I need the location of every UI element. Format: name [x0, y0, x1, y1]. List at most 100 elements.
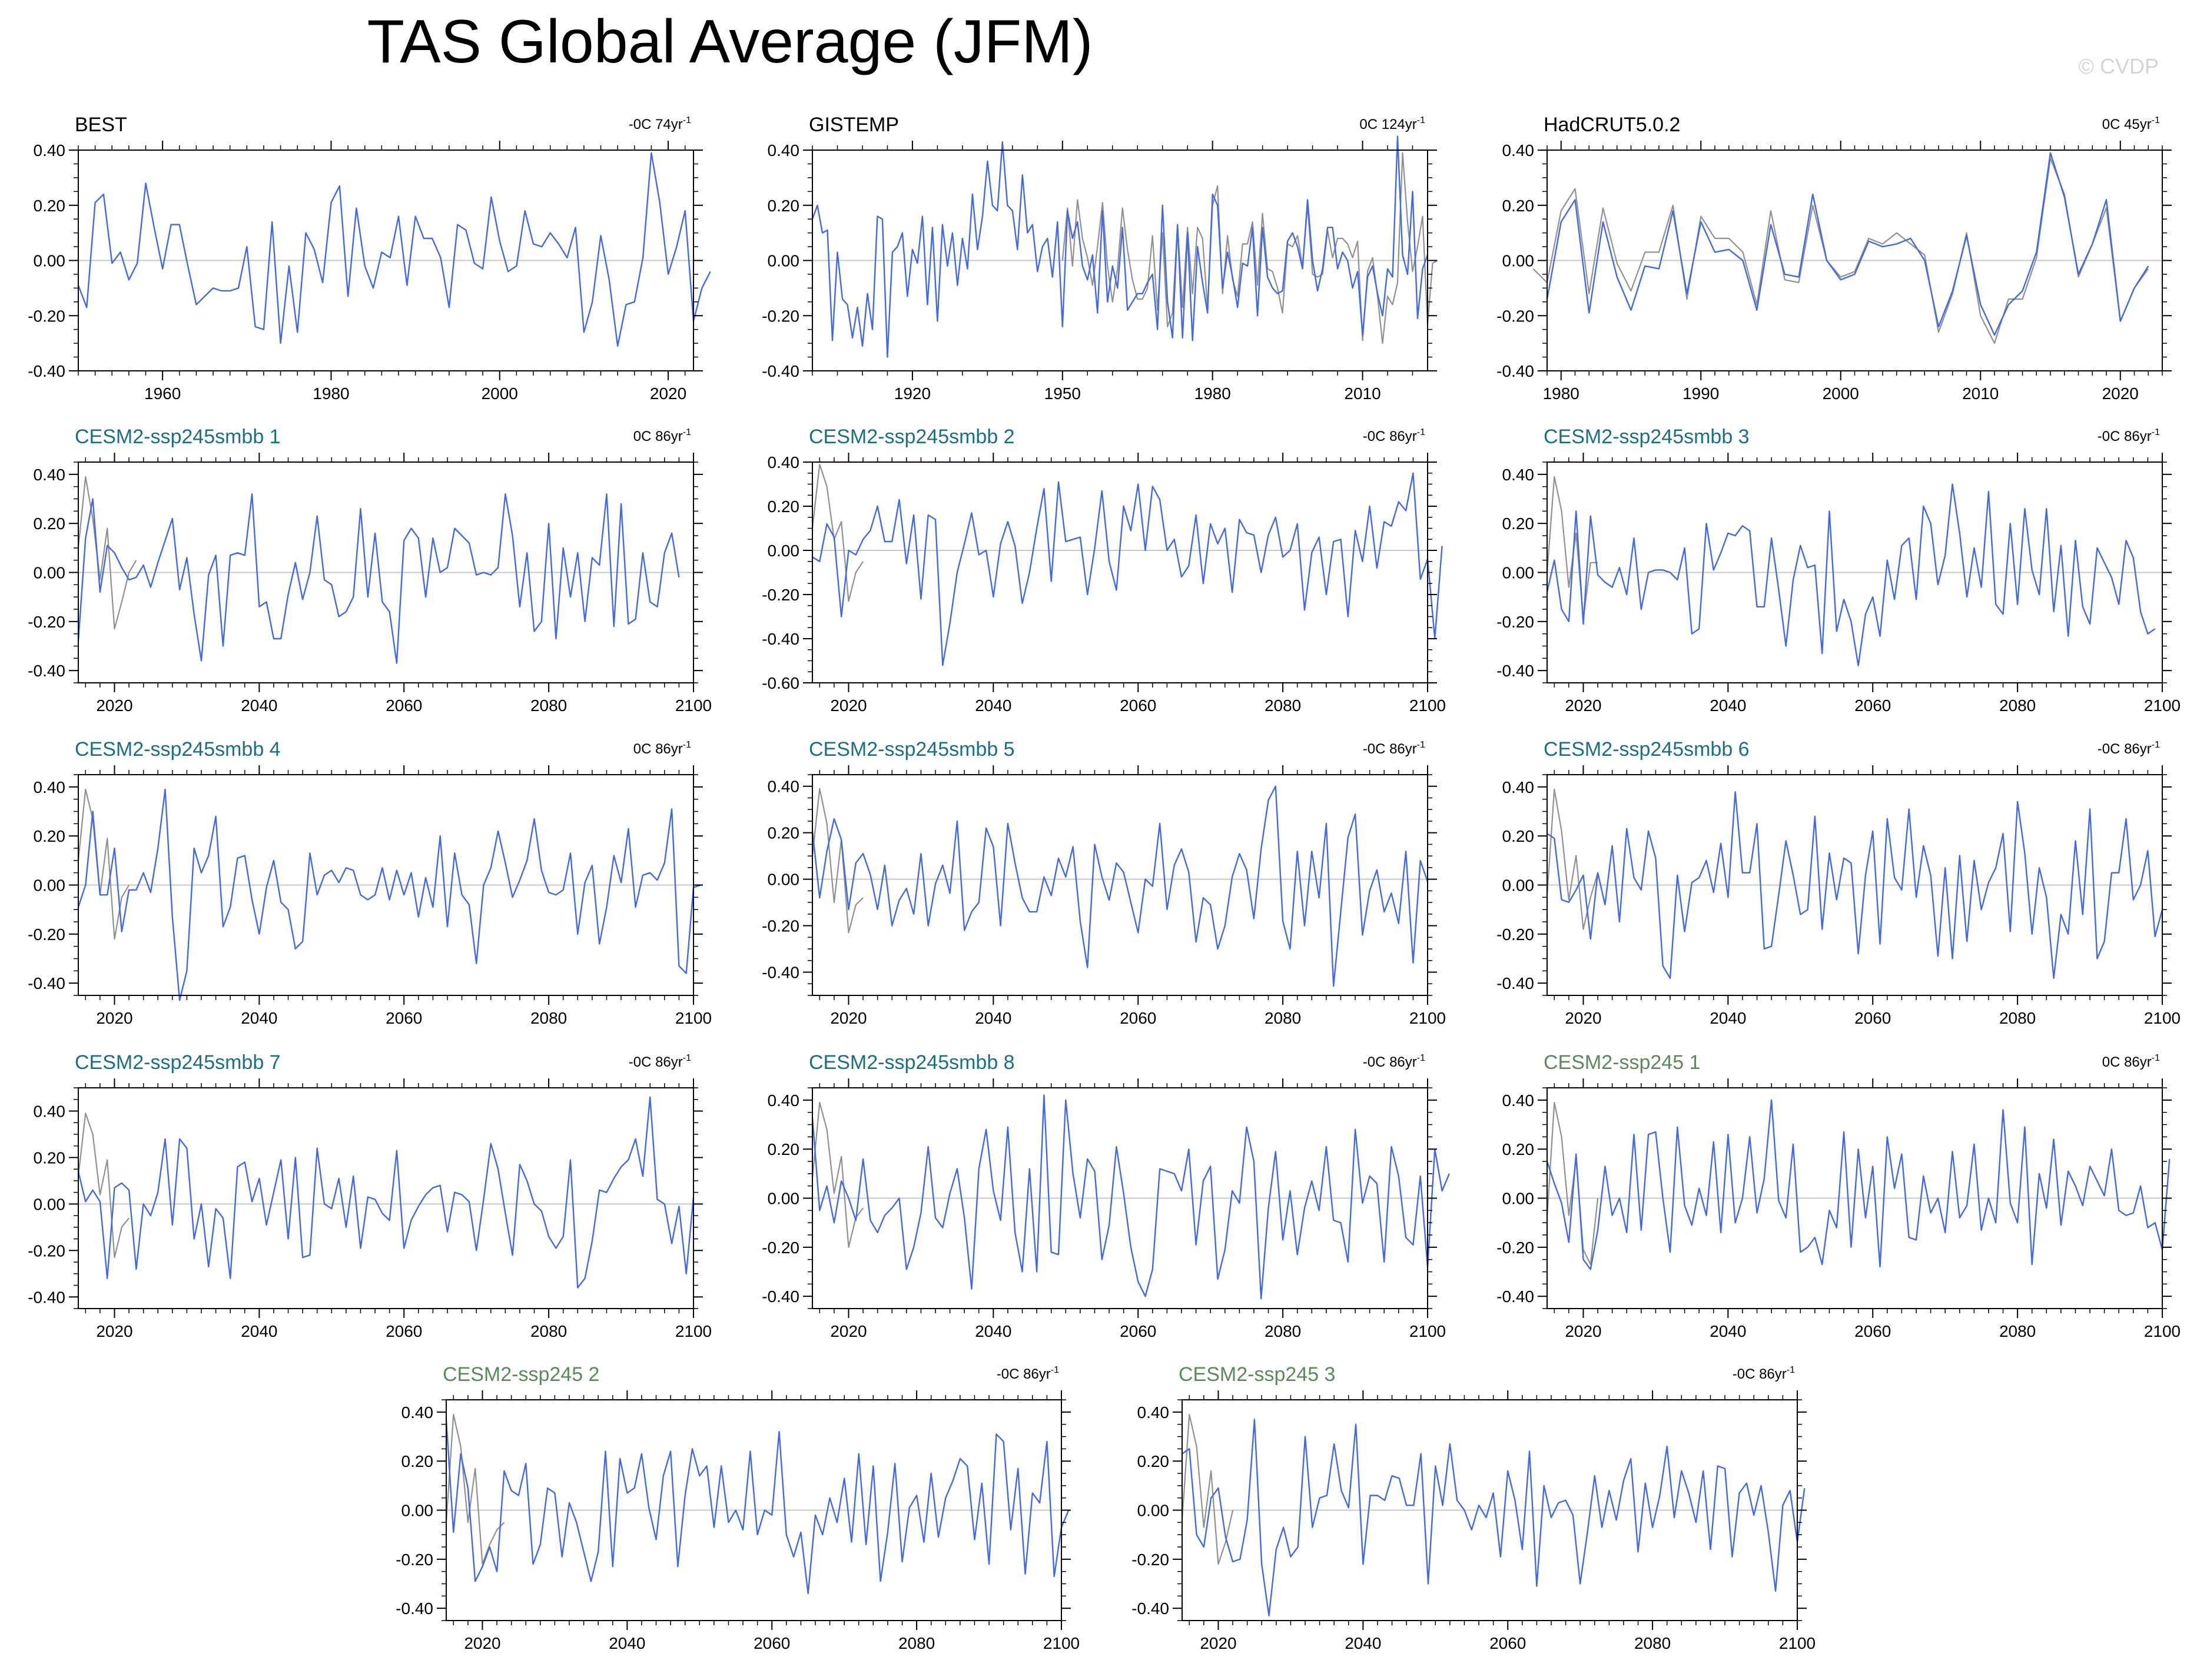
- y-tick-label: 0.40: [1137, 1403, 1170, 1422]
- y-tick-label: 0.20: [1502, 1140, 1535, 1158]
- panel-title: BEST: [75, 114, 127, 136]
- y-tick-label: 0.20: [768, 197, 800, 215]
- y-tick-label: -0.20: [28, 307, 65, 325]
- y-tick-label: 0.40: [768, 141, 800, 160]
- series-line-reference: [1546, 1101, 1599, 1266]
- trend-label: 0C 45yr-1: [2102, 115, 2160, 132]
- panel-7: -0.40 -0.20 0.00 0.20 0.40 2020 2040 2060 2080 21…: [28, 738, 712, 1027]
- x-tick-label: 2100: [1409, 1009, 1446, 1027]
- x-tick-label: 2100: [1043, 1634, 1080, 1652]
- x-tick-label: 2060: [386, 696, 422, 715]
- panel-6: -0.40 -0.20 0.00 0.20 0.40 2020 2040 2060 2080 21…: [1496, 426, 2181, 715]
- y-tick-label: 0.00: [34, 564, 66, 582]
- series-line-reference: [811, 463, 864, 602]
- series-line-reference: [1181, 1413, 1234, 1565]
- series-line-primary: [811, 785, 1429, 987]
- y-tick-label: -0.20: [28, 1241, 65, 1260]
- y-tick-label: 0.20: [1502, 514, 1535, 533]
- y-tick-label: -0.40: [762, 1287, 799, 1306]
- panel-13: -0.40 -0.20 0.00 0.20 0.40 2020 2040 2060 2080 21…: [396, 1363, 1080, 1652]
- x-tick-label: 2100: [675, 1322, 712, 1340]
- y-tick-label: -0.60: [762, 674, 799, 692]
- x-tick-label: 1950: [1044, 384, 1081, 403]
- series-line-reference: [1546, 476, 1598, 620]
- x-tick-label: 2020: [96, 696, 132, 715]
- x-tick-label: 2100: [2144, 696, 2181, 715]
- trend-label: -0C 74yr-1: [629, 115, 691, 132]
- x-tick-label: 1980: [1194, 384, 1231, 403]
- series-line-reference: [811, 788, 864, 934]
- x-tick-label: 2000: [1823, 384, 1859, 403]
- x-tick-label: 2060: [1854, 1322, 1891, 1340]
- y-tick-label: 0.20: [34, 1148, 66, 1167]
- y-tick-label: 0.00: [1502, 876, 1535, 895]
- x-tick-label: 1990: [1682, 384, 1719, 403]
- x-tick-label: 2080: [1999, 1322, 2036, 1340]
- y-tick-label: 0.20: [768, 824, 800, 842]
- trend-label: 0C 86yr-1: [633, 427, 691, 444]
- x-tick-label: 2020: [1200, 1634, 1236, 1652]
- series-line-primary: [77, 493, 680, 664]
- y-tick-label: 0.00: [768, 1190, 800, 1208]
- x-tick-label: 2080: [898, 1634, 935, 1652]
- series-line-primary: [1182, 1419, 1806, 1616]
- series-line-primary: [812, 472, 1443, 666]
- panel-4: -0.40 -0.20 0.00 0.20 0.40 2020 2040 2060 2080 21…: [28, 426, 712, 715]
- panel-8: -0.40 -0.20 0.00 0.20 0.40 2020 2040 2060 2080 21…: [762, 738, 1446, 1027]
- series-line-primary: [1546, 483, 2156, 667]
- panel-9: -0.40 -0.20 0.00 0.20 0.40 2020 2040 2060 2080 21…: [1496, 738, 2181, 1027]
- x-tick-label: 2010: [1962, 384, 1999, 403]
- y-tick-label: 0.40: [1502, 466, 1535, 484]
- series-line-primary: [77, 788, 701, 1001]
- x-tick-label: 2040: [1710, 1322, 1746, 1340]
- x-tick-label: 2080: [1634, 1634, 1671, 1652]
- x-tick-label: 2020: [96, 1322, 132, 1340]
- series-line-primary: [77, 152, 711, 347]
- panel-title: GISTEMP: [809, 114, 899, 136]
- x-tick-label: 2040: [975, 1009, 1011, 1027]
- y-tick-label: -0.20: [762, 917, 799, 935]
- x-tick-label: 2060: [1854, 696, 1891, 715]
- y-tick-label: 0.20: [1137, 1452, 1170, 1470]
- x-tick-label: 2100: [1409, 696, 1446, 715]
- x-tick-label: 1980: [313, 384, 349, 403]
- panel-1: -0.40 -0.20 0.00 0.20 0.40 1960 1980 2000 2020 BE…: [28, 114, 711, 403]
- y-tick-label: 0.40: [34, 778, 66, 796]
- y-tick-label: -0.40: [1496, 974, 1534, 992]
- y-tick-label: -0.20: [1496, 1239, 1534, 1257]
- y-tick-label: -0.20: [1496, 307, 1534, 325]
- y-tick-label: 0.00: [1502, 564, 1535, 582]
- panel-12: -0.40 -0.20 0.00 0.20 0.40 2020 2040 2060 2080 21…: [1496, 1051, 2181, 1340]
- x-tick-label: 2060: [1120, 696, 1156, 715]
- y-tick-label: 0.40: [1502, 1091, 1535, 1110]
- x-tick-label: 2080: [1265, 1009, 1301, 1027]
- x-tick-label: 2010: [1344, 384, 1380, 403]
- trend-label: -0C 86yr-1: [997, 1365, 1059, 1382]
- y-tick-label: -0.40: [28, 1288, 65, 1306]
- x-tick-label: 1980: [1543, 384, 1579, 403]
- series-line-primary: [811, 135, 1429, 358]
- y-tick-label: 0.00: [1137, 1502, 1170, 1520]
- x-tick-label: 2020: [830, 696, 867, 715]
- panel-11: -0.40 -0.20 0.00 0.20 0.40 2020 2040 2060 2080 21…: [762, 1051, 1451, 1340]
- plot-frame: [812, 774, 1428, 996]
- y-tick-label: -0.20: [1496, 613, 1534, 631]
- panel-14: -0.40 -0.20 0.00 0.20 0.40 2020 2040 2060 2080 21…: [1131, 1363, 1816, 1652]
- x-tick-label: 1920: [894, 384, 931, 403]
- y-tick-label: -0.20: [762, 586, 799, 604]
- panel-title: CESM2-ssp245 1: [1544, 1051, 1700, 1074]
- series-line-reference: [811, 1101, 864, 1248]
- y-tick-label: 0.00: [34, 876, 66, 895]
- y-tick-label: -0.40: [28, 662, 65, 680]
- panel-10: -0.40 -0.20 0.00 0.20 0.40 2020 2040 2060 2080 21…: [28, 1051, 712, 1340]
- x-tick-label: 2020: [1565, 1322, 1601, 1340]
- y-tick-label: 0.40: [768, 453, 800, 472]
- y-tick-label: -0.20: [762, 1239, 799, 1257]
- y-tick-label: 0.20: [1502, 827, 1535, 845]
- series-line-reference: [77, 788, 130, 940]
- plot-frame: [78, 1087, 694, 1309]
- y-tick-label: 0.00: [34, 252, 66, 270]
- x-tick-label: 2060: [386, 1322, 422, 1340]
- x-tick-label: 2100: [2144, 1322, 2181, 1340]
- x-tick-label: 2060: [754, 1634, 790, 1652]
